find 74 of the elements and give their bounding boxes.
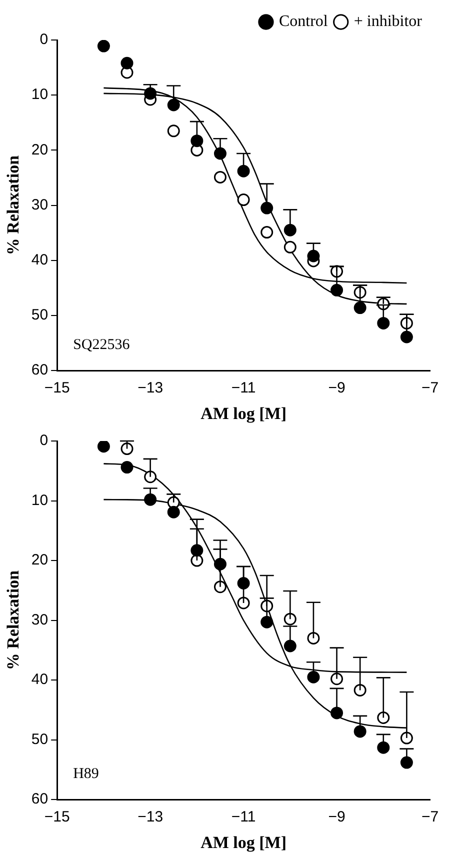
point (330, 284, 344, 296)
y-axis-title: % Relaxation (4, 570, 23, 670)
point (190, 544, 204, 557)
point (214, 147, 226, 160)
x-tick-label: −7 (421, 380, 439, 397)
y-tick-label: 30 (31, 196, 48, 214)
x-tick-label: −11 (231, 380, 256, 397)
point (237, 194, 250, 206)
annotation: H89 (73, 766, 99, 782)
x-tick-label: −13 (138, 808, 164, 826)
point (284, 612, 296, 626)
y-tick-label: 10 (31, 86, 48, 104)
point (377, 711, 390, 724)
point (330, 672, 344, 686)
point (284, 240, 296, 254)
y-tick-label: 40 (31, 252, 48, 269)
point (144, 470, 157, 484)
point (120, 56, 134, 70)
point (400, 732, 413, 744)
point (400, 756, 413, 769)
point (284, 224, 296, 236)
point (237, 596, 250, 610)
point (354, 725, 366, 738)
y-tick-label: 30 (31, 611, 48, 628)
x-tick-label: −13 (138, 380, 164, 397)
point (120, 461, 134, 474)
point (214, 580, 226, 594)
x-tick-label: −15 (44, 808, 70, 826)
point (330, 706, 344, 720)
legend-label: Control (278, 13, 328, 30)
point (307, 632, 320, 644)
point (260, 202, 274, 214)
y-tick-label: 60 (31, 362, 48, 379)
x-tick-label: −9 (328, 380, 346, 397)
point (354, 684, 366, 696)
point (190, 134, 204, 148)
x-axis-title: AM log [M] (200, 404, 287, 424)
point (307, 250, 320, 262)
point (167, 506, 180, 518)
y-tick-label: 0 (40, 432, 48, 450)
point (97, 40, 110, 52)
point (237, 576, 250, 590)
point (400, 330, 413, 344)
point (214, 170, 226, 184)
point (377, 741, 390, 754)
point (377, 316, 390, 330)
y-tick-label: 40 (31, 671, 48, 688)
annotation: SQ22536 (73, 337, 130, 354)
y-tick-label: 50 (31, 730, 48, 748)
y-tick-label: 20 (31, 141, 48, 158)
y-tick-label: 20 (31, 552, 48, 569)
point (120, 442, 134, 456)
point (260, 226, 274, 239)
point (144, 87, 157, 100)
y-tick-label: 0 (40, 31, 48, 48)
y-tick-label: 60 (31, 790, 48, 808)
x-axis-title: AM log [M] (200, 833, 287, 852)
x-tick-label: −7 (421, 808, 439, 826)
x-tick-label: −9 (328, 808, 346, 826)
point (144, 493, 157, 506)
y-tick-label: 50 (31, 306, 48, 324)
point (167, 124, 180, 138)
point (307, 670, 320, 684)
y-axis-title: % Relaxation (4, 154, 23, 256)
point (260, 616, 274, 628)
point (284, 640, 296, 652)
point (167, 98, 180, 112)
legend-label: + inhibitor (354, 13, 423, 30)
x-tick-label: −11 (231, 808, 256, 826)
point (237, 164, 250, 178)
point (97, 441, 110, 453)
y-tick-label: 10 (31, 492, 48, 509)
point (354, 302, 366, 314)
x-tick-label: −15 (44, 380, 70, 397)
